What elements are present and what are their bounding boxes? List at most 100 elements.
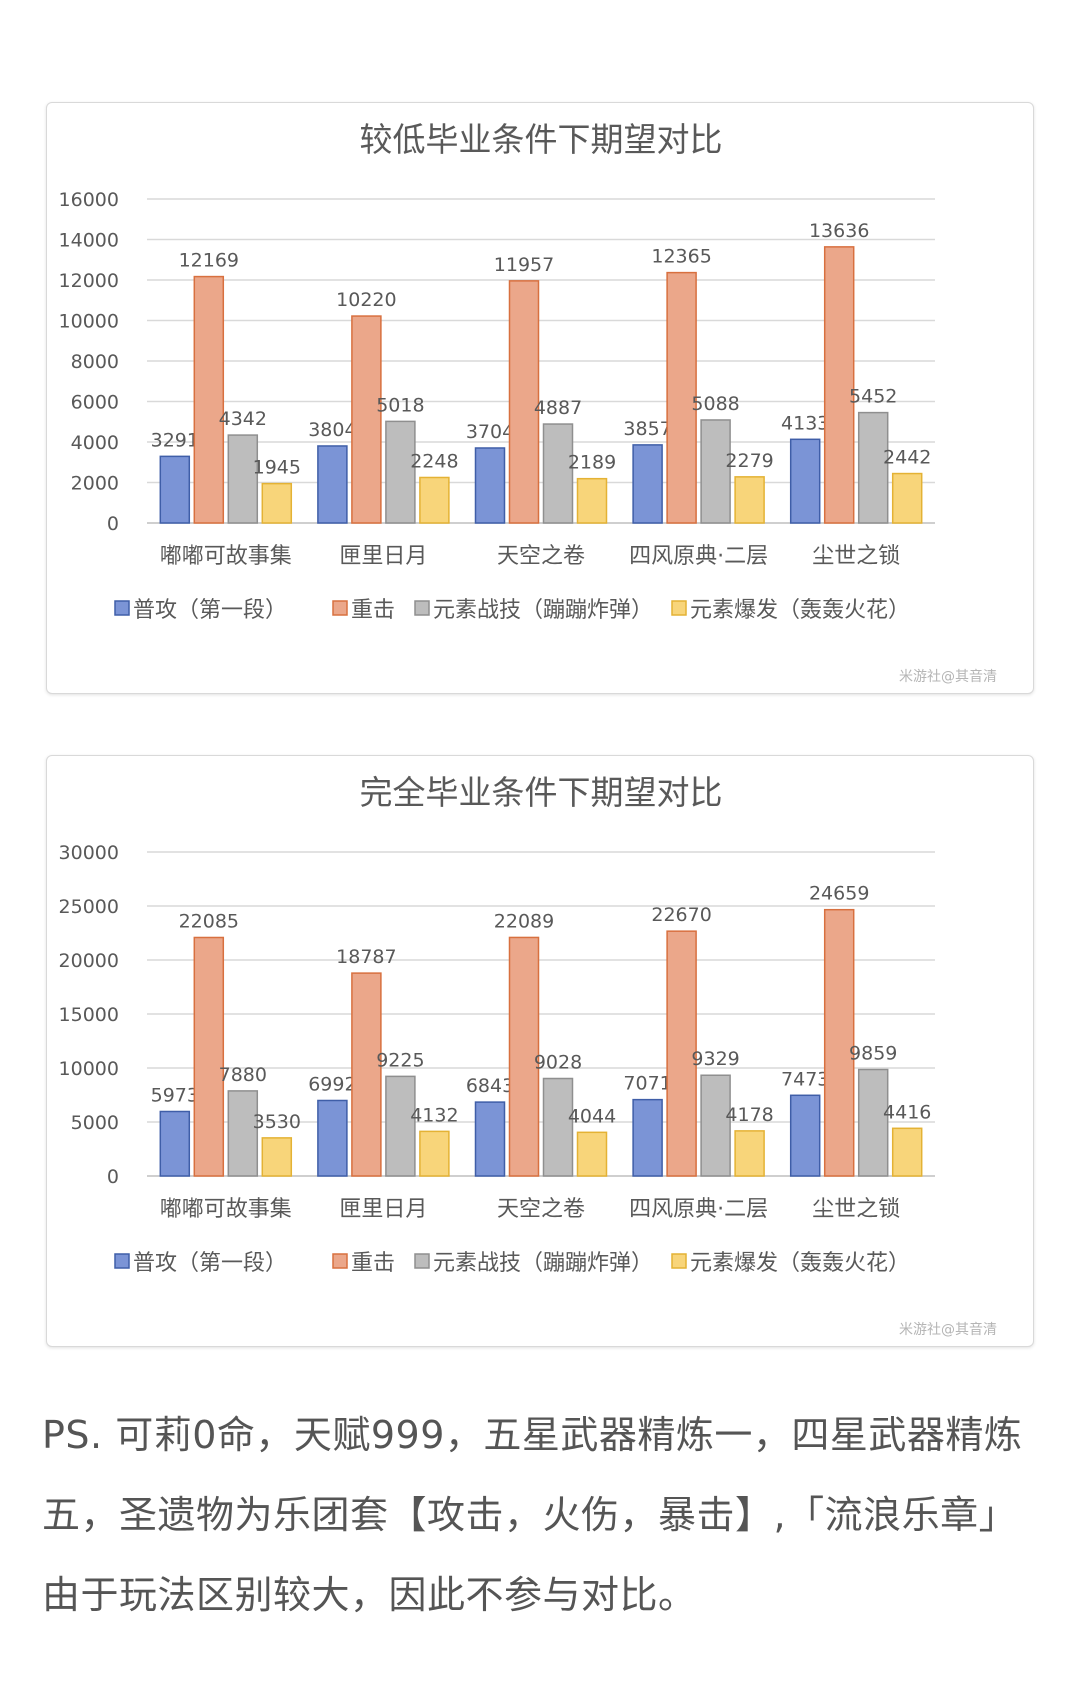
data-label: 9859 <box>849 1043 897 1065</box>
data-label: 3291 <box>151 429 199 451</box>
data-label: 11957 <box>494 254 554 276</box>
y-tick-label: 20000 <box>59 950 119 972</box>
data-label: 3530 <box>253 1111 301 1133</box>
x-tick-label: 嘟嘟可故事集 <box>160 544 292 569</box>
data-label: 9028 <box>534 1051 582 1073</box>
x-tick-label: 嘟嘟可故事集 <box>160 1197 292 1222</box>
chart-title: 完全毕业条件下期望对比 <box>360 773 723 812</box>
data-label: 6843 <box>466 1075 514 1097</box>
x-tick-label: 尘世之锁 <box>812 544 900 569</box>
chart-card-full: 完全毕业条件下期望对比 0 5000 10000 15000 20000 25000 3000… <box>46 755 1034 1347</box>
x-tick-label: 四风原典·二层 <box>629 1197 768 1222</box>
bar <box>666 930 697 1177</box>
data-label: 7071 <box>623 1073 671 1095</box>
bar <box>261 482 293 524</box>
data-label: 4887 <box>534 397 582 419</box>
y-tick-label: 4000 <box>71 432 119 454</box>
data-label: 9329 <box>691 1048 739 1070</box>
data-label: 5973 <box>151 1084 199 1106</box>
data-label: 24659 <box>809 883 869 905</box>
legend-label: 元素爆发（轰轰火花） <box>690 1251 910 1276</box>
y-tick-label: 2000 <box>71 473 119 495</box>
bar <box>576 1131 608 1177</box>
bar <box>576 477 608 524</box>
bar <box>474 1101 506 1177</box>
legend-swatch <box>414 600 430 616</box>
chart-full: 完全毕业条件下期望对比 0 5000 10000 15000 20000 25000 3000… <box>59 773 997 1338</box>
bar <box>317 445 348 524</box>
y-tick-label: 0 <box>107 1166 119 1188</box>
y-tick-label: 25000 <box>59 896 119 918</box>
data-label: 4133 <box>781 412 829 434</box>
bar <box>700 419 731 524</box>
bar <box>823 246 855 524</box>
data-label: 4342 <box>219 408 267 430</box>
bar <box>317 1099 348 1177</box>
legend-label: 普攻（第一段） <box>133 598 287 623</box>
bar <box>734 476 765 524</box>
bar <box>891 1127 923 1177</box>
legend-swatch <box>114 600 130 616</box>
y-tick-label: 6000 <box>71 392 119 414</box>
legend-swatch <box>114 1253 130 1269</box>
bar <box>632 444 663 524</box>
bar <box>508 280 540 524</box>
bar <box>823 908 855 1177</box>
data-label: 4178 <box>725 1104 773 1126</box>
chart-low: 较低毕业条件下期望对比 0 2000 4000 6000 8000 10000 12000 14… <box>59 120 997 685</box>
legend-label: 元素爆发（轰轰火花） <box>690 598 910 623</box>
data-label: 7880 <box>219 1064 267 1086</box>
x-tick-label: 四风原典·二层 <box>629 544 768 569</box>
data-label: 2189 <box>568 452 616 474</box>
data-label: 4416 <box>883 1101 931 1123</box>
bar <box>193 275 225 524</box>
watermark: 米游社@其音清 <box>899 1321 997 1338</box>
y-tick-label: 10000 <box>59 1058 119 1080</box>
y-tick-label: 12000 <box>59 270 119 292</box>
bar <box>857 1068 889 1177</box>
data-label: 7473 <box>781 1068 829 1090</box>
bar <box>159 455 191 524</box>
x-tick-label: 匣里日月 <box>339 1197 427 1222</box>
data-label: 12365 <box>651 246 711 268</box>
chart-title: 较低毕业条件下期望对比 <box>360 120 723 159</box>
bar <box>734 1130 765 1177</box>
legend-label: 重击 <box>351 598 395 623</box>
y-tick-label: 5000 <box>71 1112 119 1134</box>
bar <box>542 1077 574 1177</box>
bar <box>789 438 821 524</box>
legend-swatch <box>332 600 348 616</box>
bar <box>159 1110 191 1177</box>
bar <box>227 1090 259 1177</box>
legend-label: 普攻（第一段） <box>133 1251 287 1276</box>
legend-swatch <box>671 1253 687 1269</box>
y-tick-label: 30000 <box>59 842 119 864</box>
legend-label: 元素战技（蹦蹦炸弹） <box>433 1251 653 1276</box>
bar <box>385 1075 416 1177</box>
bar <box>227 434 259 524</box>
x-tick-label: 天空之卷 <box>497 544 585 569</box>
data-label: 2279 <box>725 450 773 472</box>
data-label: 18787 <box>336 946 396 968</box>
legend-label: 重击 <box>351 1251 395 1276</box>
watermark: 米游社@其音清 <box>899 668 997 685</box>
data-label: 6992 <box>308 1073 356 1095</box>
bar <box>542 423 574 524</box>
bar <box>700 1074 731 1177</box>
bar <box>474 447 506 524</box>
bar <box>789 1094 821 1177</box>
data-label: 3704 <box>466 421 514 443</box>
legend-swatch <box>671 600 687 616</box>
legend-label: 元素战技（蹦蹦炸弹） <box>433 598 653 623</box>
y-tick-label: 0 <box>107 513 119 535</box>
bar <box>508 936 540 1177</box>
data-label: 4132 <box>410 1104 458 1126</box>
x-tick-label: 天空之卷 <box>497 1197 585 1222</box>
data-label: 3804 <box>308 419 356 441</box>
data-label: 4044 <box>568 1105 616 1127</box>
data-label: 13636 <box>809 220 869 242</box>
bar <box>351 972 382 1177</box>
data-label: 3857 <box>623 418 671 440</box>
bar <box>666 271 697 524</box>
y-tick-label: 15000 <box>59 1004 119 1026</box>
